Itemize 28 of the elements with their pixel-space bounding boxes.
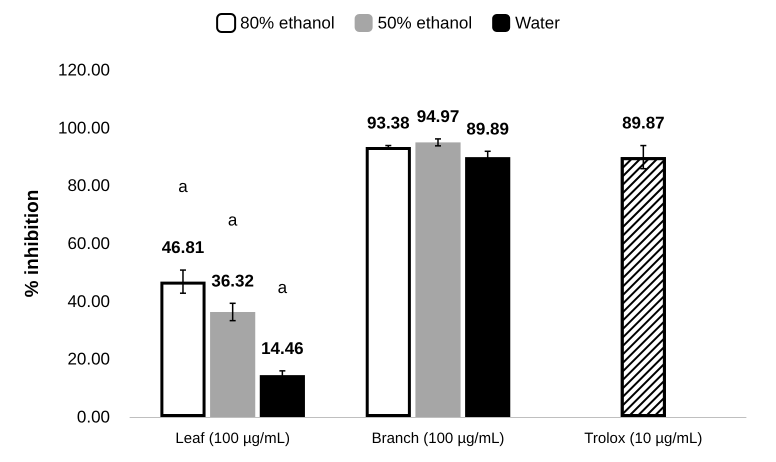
data-label: 89.89 xyxy=(466,119,509,138)
legend-label: 50% ethanol xyxy=(378,14,472,32)
x-tick-label: Leaf (100 µg/mL) xyxy=(175,430,290,447)
y-tick-label: 20.00 xyxy=(67,350,110,369)
annotation: a xyxy=(278,278,288,297)
bar xyxy=(415,142,461,417)
data-label: 36.32 xyxy=(211,271,254,290)
y-tick-label: 60.00 xyxy=(67,234,110,253)
y-tick-label: 100.00 xyxy=(58,118,110,138)
y-axis-title: % inhibition xyxy=(22,190,43,298)
x-tick-label: Branch (100 µg/mL) xyxy=(372,430,504,447)
y-tick-label: 80.00 xyxy=(67,176,110,196)
data-label: 46.81 xyxy=(162,238,204,258)
x-tick-label: Trolox (10 µg/mL) xyxy=(584,430,702,447)
annotation: a xyxy=(228,210,238,230)
data-label: 94.97 xyxy=(416,106,460,126)
data-label: 93.38 xyxy=(367,114,410,133)
legend-label: 80% ethanol xyxy=(240,14,335,32)
bar xyxy=(210,312,256,417)
y-tick-label: 40.00 xyxy=(67,292,110,311)
bar xyxy=(260,375,305,417)
bar xyxy=(366,146,411,417)
y-tick-label: 120.00 xyxy=(58,60,110,80)
legend-label: Water xyxy=(515,14,560,32)
y-tick-label: 0.00 xyxy=(76,408,110,426)
data-label: 14.46 xyxy=(261,338,304,358)
data-label: 89.87 xyxy=(622,114,665,133)
annotation: a xyxy=(178,177,188,196)
